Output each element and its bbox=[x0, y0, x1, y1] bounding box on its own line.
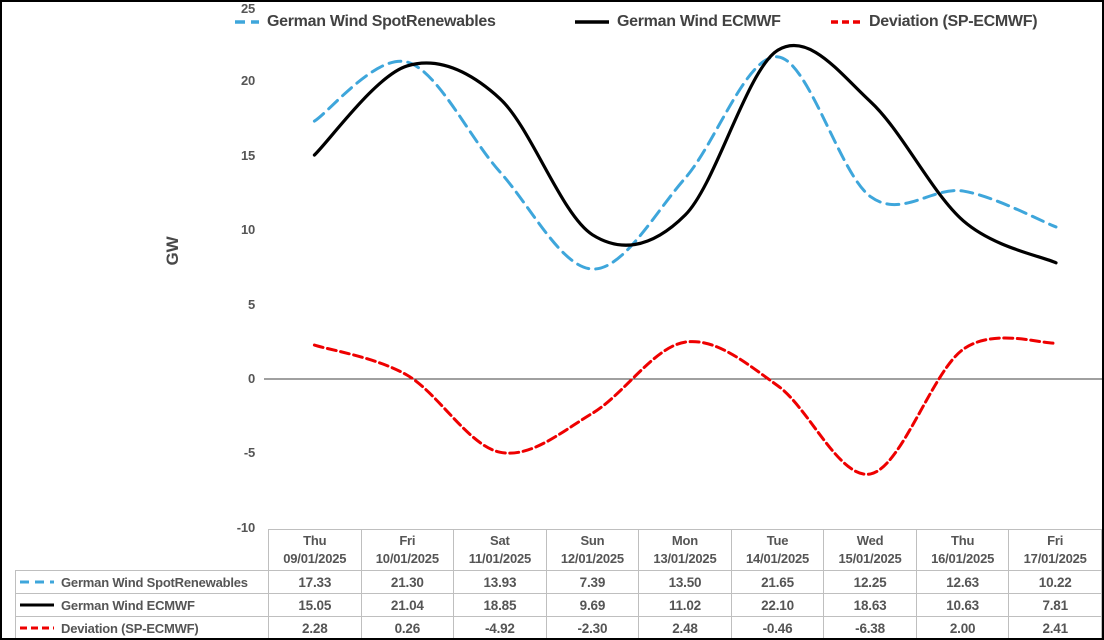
german-wind-ecmwf-line-icon bbox=[20, 603, 54, 607]
table-value-cell: 9.69 bbox=[545, 593, 640, 617]
table-col-header: Fri 17/01/2025 bbox=[1008, 529, 1102, 571]
table-value-cell: 7.39 bbox=[545, 570, 640, 594]
table-value-cell: 22.10 bbox=[730, 593, 825, 617]
y-tick-label: 15 bbox=[240, 147, 255, 163]
table-value-cell: 2.48 bbox=[638, 616, 732, 638]
col-header-day: Wed bbox=[856, 533, 884, 548]
deviation-sp-ecmwf-line-icon bbox=[831, 20, 861, 24]
col-header-day: Mon bbox=[671, 533, 699, 548]
table-value-cell: 2.00 bbox=[915, 616, 1010, 638]
col-header-date: 17/01/2025 bbox=[1023, 551, 1087, 566]
legend-item-german-wind-spotrenewables: German Wind SpotRenewables bbox=[234, 10, 496, 34]
table-value-cell: 21.65 bbox=[730, 570, 825, 594]
y-tick-label: 20 bbox=[240, 73, 255, 89]
series-label-text: German Wind SpotRenewables bbox=[61, 574, 248, 590]
col-header-day: Fri bbox=[1047, 533, 1064, 548]
y-tick-label: 5 bbox=[247, 296, 255, 312]
series-label-text: Deviation (SP-ECMWF) bbox=[61, 620, 199, 636]
table-value-cell: -0.46 bbox=[730, 616, 825, 638]
table-value-cell: 10.63 bbox=[915, 593, 1010, 617]
table-col-header: Sat 11/01/2025 bbox=[453, 529, 547, 571]
y-tick-label: -5 bbox=[243, 445, 255, 461]
table-value-cell: 13.50 bbox=[638, 570, 732, 594]
col-header-date: 09/01/2025 bbox=[283, 551, 347, 566]
table-value-cell: 18.63 bbox=[823, 593, 917, 617]
col-header-day: Thu bbox=[950, 533, 975, 548]
table-col-header: Sun 12/01/2025 bbox=[545, 529, 640, 571]
y-tick-label: 10 bbox=[240, 222, 255, 238]
table-col-header: Wed 15/01/2025 bbox=[823, 529, 917, 571]
table-row: German Wind ECMWF 15.05 21.04 18.85 9.69 11.0… bbox=[15, 593, 1102, 617]
legend-label: German Wind SpotRenewables bbox=[267, 13, 496, 30]
col-header-day: Thu bbox=[303, 533, 327, 548]
col-header-date: 11/01/2025 bbox=[468, 551, 532, 566]
data-table: Thu 09/01/2025 Fri 10/01/2025 Sat 11/01/2025 S… bbox=[15, 529, 1102, 638]
table-col-header: Thu 16/01/2025 bbox=[915, 529, 1010, 571]
table-col-header: Fri 10/01/2025 bbox=[360, 529, 455, 571]
table-header-row: Thu 09/01/2025 Fri 10/01/2025 Sat 11/01/2025 S… bbox=[16, 529, 1102, 571]
col-header-date: 15/01/2025 bbox=[838, 551, 902, 566]
table-series-label: German Wind ECMWF bbox=[15, 593, 269, 617]
german-wind-spotrenewables-line-icon bbox=[20, 580, 54, 584]
legend-label: Deviation (SP-ECMWF) bbox=[869, 13, 1038, 30]
table-row: German Wind SpotRenewables 17.33 21.30 13.9… bbox=[15, 570, 1102, 594]
table-value-cell: -4.92 bbox=[453, 616, 547, 638]
table-value-cell: 12.25 bbox=[823, 570, 917, 594]
col-header-date: 16/01/2025 bbox=[931, 551, 995, 566]
col-header-date: 14/01/2025 bbox=[745, 551, 810, 566]
table-value-cell: 21.30 bbox=[360, 570, 455, 594]
y-tick-label: 0 bbox=[247, 371, 255, 386]
y-axis-title: GW bbox=[163, 236, 182, 266]
table-value-cell: 15.05 bbox=[268, 593, 362, 617]
legend-label: German Wind ECMWF bbox=[617, 13, 781, 30]
table-value-cell: 11.02 bbox=[638, 593, 732, 617]
legend-item-deviation-sp-ecmwf: Deviation (SP-ECMWF) bbox=[830, 10, 1038, 34]
col-header-day: Tue bbox=[766, 533, 789, 548]
table-value-cell: 0.26 bbox=[360, 616, 455, 638]
table-series-label: German Wind SpotRenewables bbox=[15, 570, 269, 594]
table-value-cell: -6.38 bbox=[823, 616, 917, 638]
table-value-cell: 21.04 bbox=[360, 593, 455, 617]
col-header-date: 10/01/2025 bbox=[375, 551, 439, 566]
table-value-cell: 12.63 bbox=[915, 570, 1010, 594]
table-col-header: Tue 14/01/2025 bbox=[730, 529, 825, 571]
legend-item-german-wind-ecmwf: German Wind ECMWF bbox=[574, 10, 781, 34]
table-series-label: Deviation (SP-ECMWF) bbox=[15, 616, 269, 638]
table-value-cell: 18.85 bbox=[453, 593, 547, 617]
col-header-date: 12/01/2025 bbox=[560, 551, 624, 566]
series-label-text: German Wind ECMWF bbox=[61, 597, 195, 613]
table-col-header: Thu 09/01/2025 bbox=[268, 529, 362, 571]
deviation-sp-ecmwf-line-icon bbox=[20, 626, 54, 630]
table-value-cell: 2.41 bbox=[1008, 616, 1102, 638]
table-value-cell: 2.28 bbox=[268, 616, 362, 638]
table-corner-cell bbox=[16, 530, 269, 571]
y-tick-label: -10 bbox=[236, 519, 255, 535]
german-wind-spotrenewables-line-icon bbox=[235, 20, 259, 24]
table-value-cell: -2.30 bbox=[545, 616, 640, 638]
series-line-german-wind-spotrenewables bbox=[312, 55, 1058, 271]
table-row: Deviation (SP-ECMWF) 2.28 0.26 -4.92 -2.30 2.… bbox=[15, 616, 1102, 638]
col-header-day: Fri bbox=[399, 533, 416, 548]
series-line-german-wind-ecmwf bbox=[312, 43, 1058, 265]
table-value-cell: 17.33 bbox=[268, 570, 362, 594]
table-value-cell: 13.93 bbox=[453, 570, 547, 594]
col-header-date: 13/01/2025 bbox=[653, 551, 717, 566]
table-value-cell: 7.81 bbox=[1008, 593, 1102, 617]
y-tick-label: 25 bbox=[240, 1, 255, 16]
col-header-day: Sun bbox=[580, 533, 605, 548]
table-col-header: Mon 13/01/2025 bbox=[638, 529, 732, 571]
table-value-cell: 10.22 bbox=[1008, 570, 1102, 594]
series-line-deviation-sp-ecmwf bbox=[312, 336, 1058, 476]
col-header-day: Sat bbox=[490, 533, 510, 548]
german-wind-ecmwf-line-icon bbox=[575, 20, 609, 24]
